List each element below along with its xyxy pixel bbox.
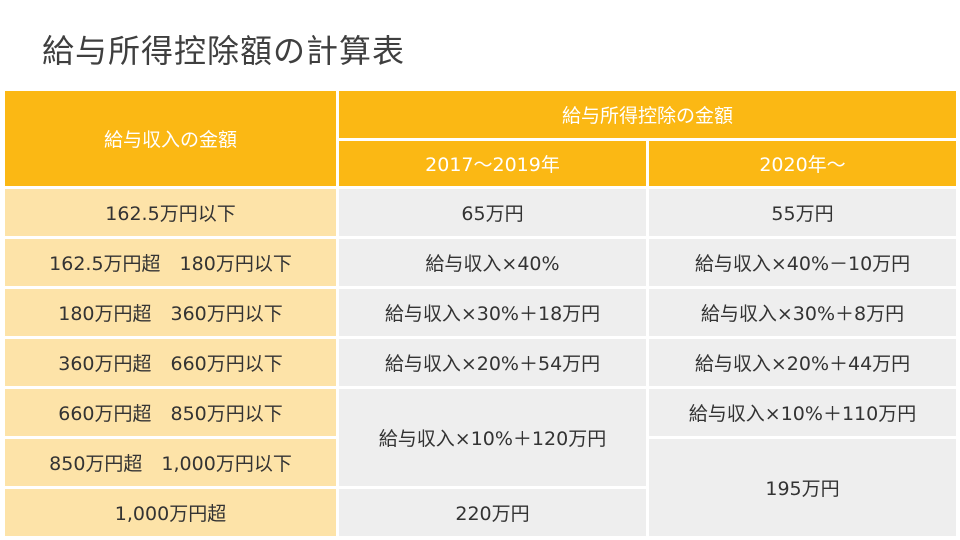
page-title: 給与所得控除額の計算表 — [42, 32, 406, 70]
header-period-2020: 2020年～ — [645, 138, 960, 189]
deduction-cell-period2: 給与収入×20%＋44万円 — [645, 336, 960, 389]
deduction-cell-period1: 65万円 — [336, 186, 649, 239]
deduction-cell-period1: 給与収入×10%＋120万円 — [336, 386, 649, 489]
table-row: 360万円超 660万円以下 給与収入×20%＋54万円 給与収入×20%＋44… — [2, 336, 960, 389]
income-cell: 660万円超 850万円以下 — [2, 386, 339, 439]
table-row: 660万円超 850万円以下 給与収入×10%＋120万円 給与収入×10%＋1… — [2, 386, 960, 489]
deduction-cell-period1: 給与収入×30%＋18万円 — [336, 286, 649, 339]
deduction-cell-period1: 給与収入×40% — [336, 236, 649, 289]
deduction-cell-period2: 55万円 — [645, 186, 960, 239]
deduction-cell-period1: 220万円 — [336, 486, 649, 539]
table-row: 850万円超 1,000万円以下 195万円 — [2, 436, 960, 539]
deduction-cell-period2: 195万円 — [645, 436, 960, 539]
income-cell: 360万円超 660万円以下 — [2, 336, 339, 389]
income-cell: 162.5万円以下 — [2, 186, 339, 239]
table-row: 1,000万円超 220万円 — [2, 486, 958, 539]
table-row: 180万円超 360万円以下 給与収入×30%＋18万円 給与収入×30%＋8万… — [2, 286, 960, 339]
deduction-cell-period1: 給与収入×20%＋54万円 — [336, 336, 649, 389]
deduction-cell-period2: 給与収入×30%＋8万円 — [645, 286, 960, 339]
income-cell: 162.5万円超 180万円以下 — [2, 236, 339, 289]
deduction-cell-period2: 給与収入×10%＋110万円 — [645, 386, 960, 439]
header-deduction: 給与所得控除の金額 — [335, 88, 960, 141]
deduction-table: 給与収入の金額 給与所得控除の金額 2017～2019年 2020年～ 162.… — [2, 88, 960, 539]
header-period-2017-2019: 2017～2019年 — [336, 138, 649, 189]
table-row: 162.5万円超 180万円以下 給与収入×40% 給与収入×40%－10万円 — [2, 236, 960, 289]
income-cell: 850万円超 1,000万円以下 — [2, 436, 339, 489]
table-row: 162.5万円以下 65万円 55万円 — [2, 186, 960, 239]
income-cell: 1,000万円超 — [2, 486, 339, 539]
income-cell: 180万円超 360万円以下 — [2, 286, 339, 339]
header-income: 給与収入の金額 — [2, 88, 339, 189]
deduction-cell-period2: 給与収入×40%－10万円 — [645, 236, 960, 289]
